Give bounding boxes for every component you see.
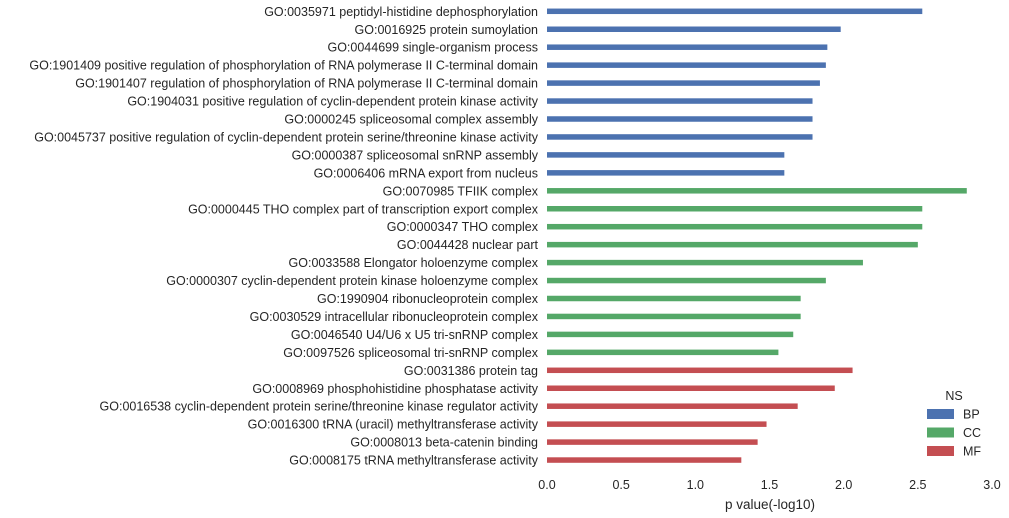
bar-cc — [547, 295, 801, 302]
x-axis-title: p value(-log10) — [725, 497, 815, 512]
legend-swatch-mf — [927, 446, 954, 456]
bar-mf — [547, 367, 853, 374]
bar-bp — [547, 80, 820, 86]
bars-layer — [547, 8, 967, 463]
bar-cc — [547, 349, 779, 356]
x-tick-label: 2.0 — [835, 478, 852, 492]
x-tick-label: 1.0 — [687, 478, 704, 492]
bar-mf — [547, 385, 835, 391]
legend-entries: BP CC MF — [927, 408, 981, 459]
bar-mf — [547, 439, 758, 445]
bar-cc — [547, 331, 794, 338]
bar-cc — [547, 188, 967, 194]
category-label: GO:0000245 spliceosomal complex assembly — [284, 113, 538, 127]
bar-cc — [547, 313, 801, 320]
bar-bp — [547, 44, 828, 50]
legend-swatch-cc — [927, 427, 954, 438]
legend-label-cc: CC — [963, 426, 981, 440]
x-tick-label: 3.0 — [983, 478, 1000, 492]
category-label: GO:0044428 nuclear part — [397, 238, 539, 252]
category-label: GO:0008175 tRNA methyltransferase activi… — [289, 454, 538, 468]
bar-mf — [547, 403, 798, 409]
category-labels-layer: GO:0035971 peptidyl-histidine dephosphor… — [29, 5, 538, 468]
legend-label-bp: BP — [963, 408, 980, 422]
bar-bp — [547, 152, 785, 158]
x-tick-label: 0.0 — [538, 478, 555, 492]
bar-mf — [547, 457, 742, 463]
category-label: GO:0000347 THO complex — [387, 220, 539, 234]
category-label: GO:0046540 U4/U6 x U5 tri-snRNP complex — [291, 328, 539, 342]
legend-swatch-bp — [927, 409, 954, 419]
bar-bp — [547, 116, 813, 122]
x-tick-label: 2.5 — [909, 478, 926, 492]
category-label: GO:1901409 positive regulation of phosph… — [29, 59, 538, 73]
bar-cc — [547, 223, 923, 230]
category-label: GO:0000387 spliceosomal snRNP assembly — [292, 148, 539, 162]
legend-title: NS — [945, 389, 962, 403]
category-label: GO:1904031 positive regulation of cyclin… — [127, 95, 538, 109]
category-label: GO:0000307 cyclin-dependent protein kina… — [166, 274, 539, 288]
category-label: GO:0016538 cyclin-dependent protein seri… — [100, 400, 539, 414]
x-tick-label: 0.5 — [612, 478, 629, 492]
category-label: GO:0033588 Elongator holoenzyme complex — [289, 256, 539, 270]
category-label: GO:0035971 peptidyl-histidine dephosphor… — [264, 5, 538, 19]
category-label: GO:0006406 mRNA export from nucleus — [314, 166, 538, 180]
bar-cc — [547, 259, 863, 266]
x-axis-ticks-layer: 0.0 0.5 1.0 1.5 2.0 2.5 3.0 — [538, 478, 1000, 492]
legend-label-mf: MF — [963, 445, 981, 459]
bar-bp — [547, 62, 826, 68]
category-label: GO:0097526 spliceosomal tri-snRNP comple… — [283, 346, 538, 360]
category-label: GO:0016925 protein sumoylation — [355, 23, 538, 37]
category-label: GO:1990904 ribonucleoprotein complex — [317, 292, 539, 306]
category-label: GO:1901407 regulation of phosphorylation… — [75, 77, 538, 91]
category-label: GO:0008969 phosphohistidine phosphatase … — [252, 382, 538, 396]
bar-cc — [547, 277, 826, 284]
category-label: GO:0031386 protein tag — [404, 364, 538, 378]
category-label: GO:0000445 THO complex part of transcrip… — [188, 202, 539, 216]
bar-bp — [547, 8, 923, 15]
legend: NS BP CC MF — [927, 389, 981, 459]
bar-cc — [547, 241, 918, 248]
category-label: GO:0016300 tRNA (uracil) methyltransfera… — [248, 418, 539, 432]
bar-bp — [547, 170, 785, 176]
category-label: GO:0070985 TFIIK complex — [383, 184, 539, 198]
x-tick-label: 1.5 — [761, 478, 778, 492]
category-label: GO:0008013 beta-catenin binding — [350, 436, 538, 450]
bar-mf — [547, 421, 767, 427]
bar-bp — [547, 26, 841, 32]
category-label: GO:0030529 intracellular ribonucleoprote… — [250, 310, 539, 324]
bar-cc — [547, 206, 923, 212]
bar-bp — [547, 98, 813, 104]
category-label: GO:0045737 positive regulation of cyclin… — [34, 130, 539, 144]
category-label: GO:0044699 single-organism process — [327, 41, 538, 55]
bar-bp — [547, 134, 813, 140]
